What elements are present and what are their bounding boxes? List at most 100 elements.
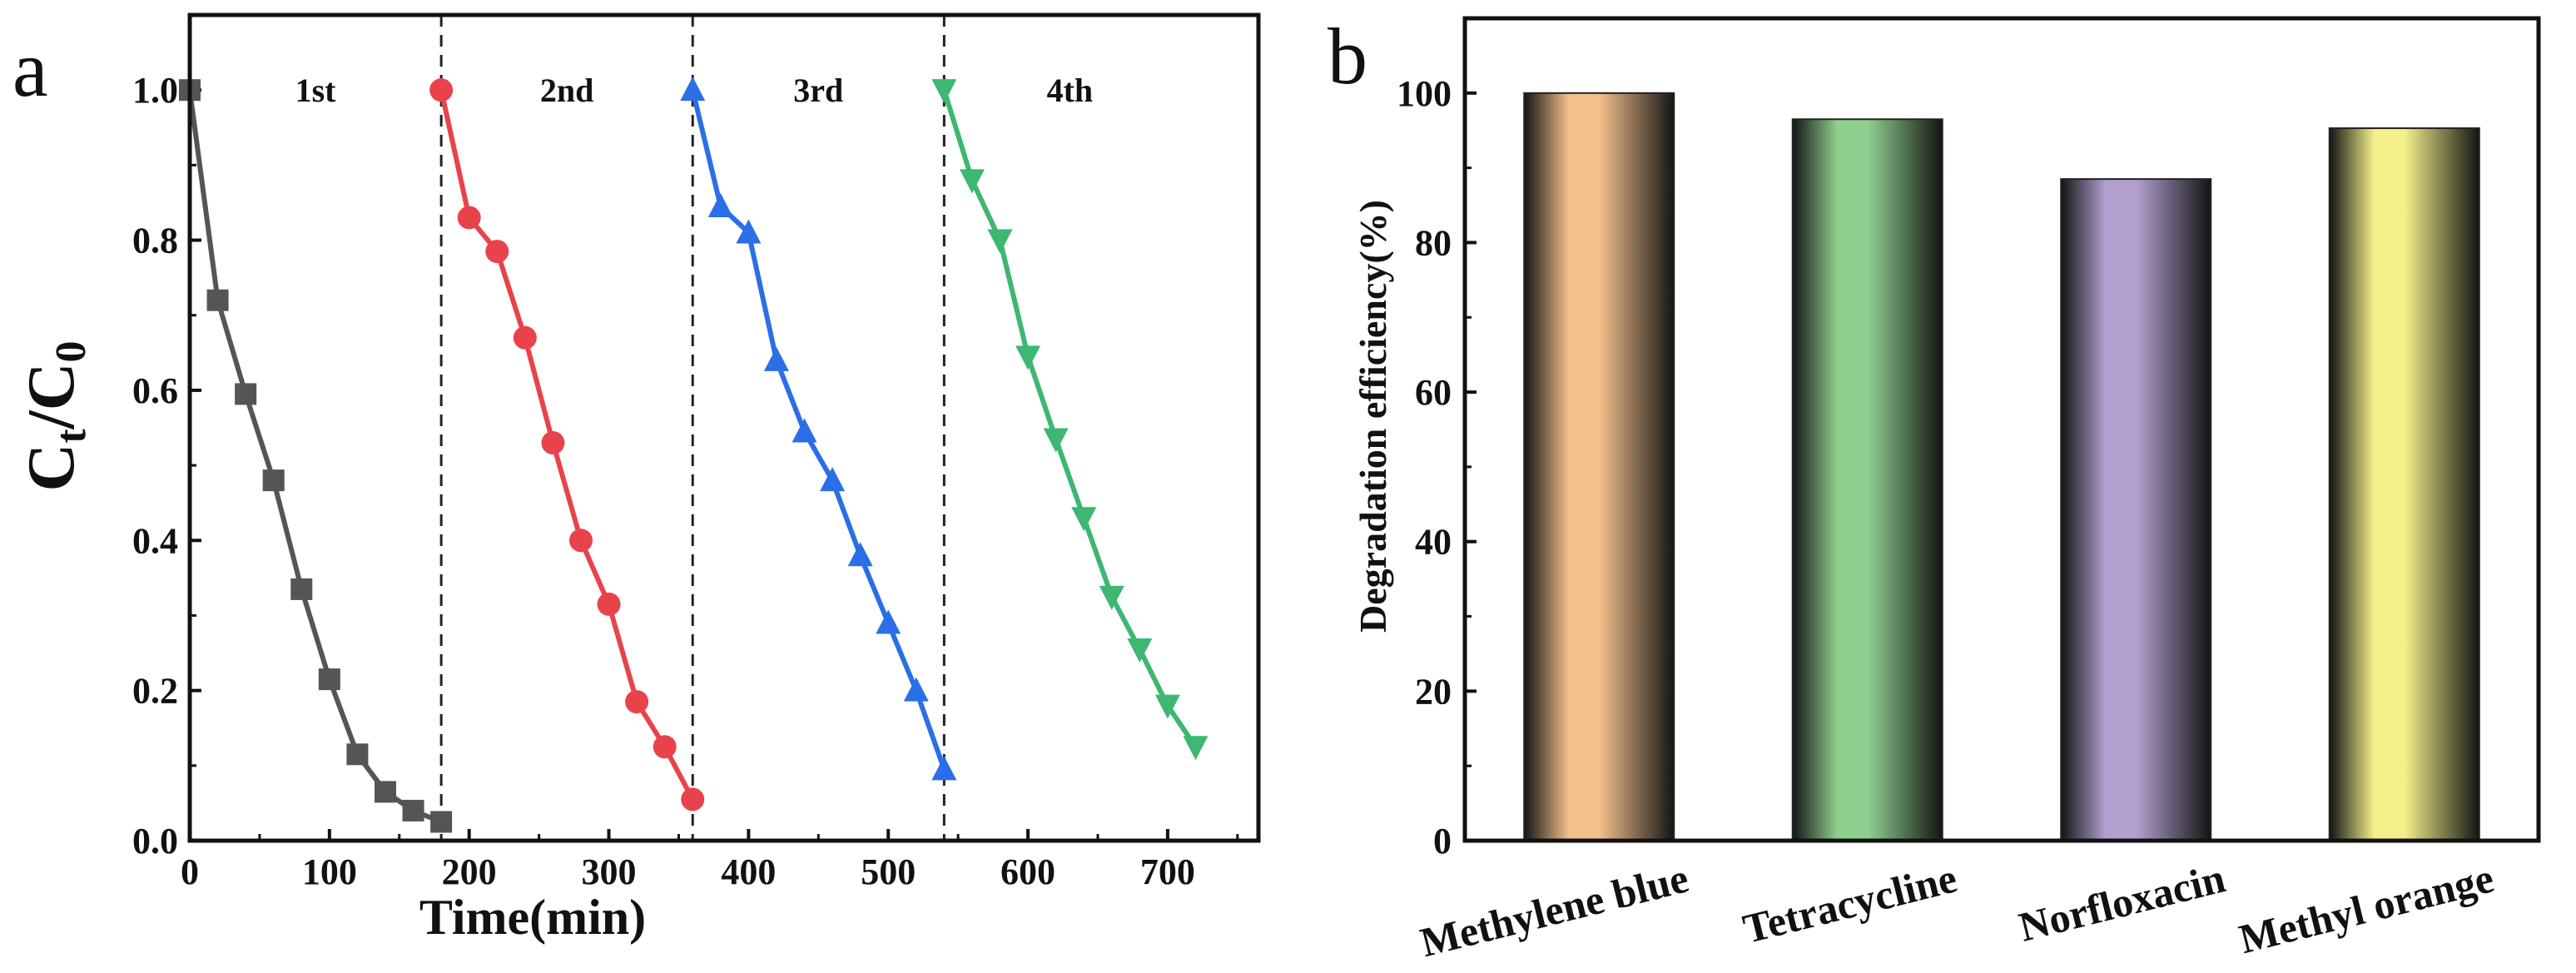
panel-a-series <box>179 77 1209 833</box>
cycle-label: 3rd <box>793 72 843 109</box>
series-4th <box>931 79 1209 761</box>
data-point-square <box>290 578 313 600</box>
cycle-label: 2nd <box>540 72 594 109</box>
bar-tetracycline <box>1791 118 1943 842</box>
series-line-2nd <box>439 89 695 801</box>
y-tick-label: 60 <box>1415 372 1452 413</box>
x-tick-label: 700 <box>1140 851 1195 892</box>
x-tick-label: 300 <box>582 851 637 892</box>
data-point-square <box>318 668 340 691</box>
cycle-label: 4th <box>1047 72 1094 109</box>
series-line-3rd <box>690 89 947 771</box>
y-tick-label: 0.6 <box>132 370 178 411</box>
data-point-triangle-down <box>1183 736 1209 761</box>
series-line-4th <box>941 89 1198 748</box>
data-point-triangle-down <box>987 229 1013 254</box>
data-point-circle <box>653 735 677 759</box>
panel-b-category-labels: Methylene blue Tetracycline Norfloxacin Met… <box>1416 854 2498 966</box>
panel-a-frame <box>187 12 1261 843</box>
data-point-triangle-up <box>680 77 706 102</box>
data-point-triangle-down <box>1099 585 1124 610</box>
category-label: Tetracycline <box>1739 854 1962 952</box>
panel-b-frame <box>1462 16 2541 843</box>
data-point-triangle-down <box>959 169 985 194</box>
x-tick-label: 0 <box>181 851 199 892</box>
panel-b-ticks: 0 20 40 60 80 100 <box>1397 73 1477 861</box>
y-title-c: C <box>15 444 88 492</box>
panel-b-bars <box>1523 92 2480 842</box>
x-tick-label: 500 <box>861 851 916 892</box>
data-point-triangle-up <box>903 677 929 702</box>
data-point-square <box>374 781 396 803</box>
y-tick-label: 0.0 <box>132 821 178 861</box>
data-point-triangle-up <box>792 418 817 443</box>
x-tick-label: 600 <box>1000 851 1055 892</box>
y-tick-label: 0 <box>1433 821 1452 861</box>
data-point-square <box>402 799 424 822</box>
panel-b-bar-chart: b 0 20 40 60 80 100 Methylene blue Tetracyclin… <box>1328 12 2541 966</box>
category-label: Norfloxacin <box>2014 854 2230 951</box>
data-point-triangle-up <box>707 192 733 217</box>
y-tick-label: 80 <box>1415 222 1452 263</box>
data-point-square <box>430 811 453 833</box>
data-point-triangle-down <box>1043 428 1069 453</box>
data-point-triangle-down <box>1154 694 1180 719</box>
category-label: Methylene blue <box>1416 854 1693 966</box>
bar-methyl-orange <box>2328 127 2480 842</box>
y-tick-label: 0.2 <box>132 671 178 712</box>
data-point-triangle-up <box>847 542 873 567</box>
series-1st <box>179 79 453 833</box>
series-3rd <box>680 77 957 781</box>
data-point-triangle-down <box>1127 638 1153 663</box>
y-title-slash-c: /C <box>15 362 88 429</box>
y-tick-label: 0.8 <box>132 221 178 261</box>
panel-a-cycle-labels: 1st 2nd 3rd 4th <box>295 72 1094 109</box>
series-line-1st <box>187 89 443 825</box>
cycle-label: 1st <box>295 72 337 109</box>
data-point-circle <box>597 592 621 616</box>
data-point-circle <box>513 325 537 350</box>
data-point-triangle-down <box>931 79 957 104</box>
data-point-triangle-down <box>1015 345 1041 370</box>
data-point-triangle-up <box>763 346 789 371</box>
data-point-circle <box>429 78 454 102</box>
panel-a-y-axis-title: Ct/C0 <box>15 340 95 491</box>
data-point-triangle-up <box>931 756 957 781</box>
data-point-square <box>346 743 369 766</box>
x-tick-label: 100 <box>302 851 357 892</box>
x-tick-label: 200 <box>442 851 497 892</box>
data-point-square <box>262 469 285 492</box>
data-point-square <box>235 383 257 405</box>
bar-methylene-blue <box>1523 92 1675 842</box>
panel-a-line-chart: a 0 100 200 300 400 500 600 700 0.0 0.2 0.4 0.6 0.8 1… <box>12 12 1261 945</box>
category-label: Methyl orange <box>2235 854 2499 962</box>
series-2nd <box>429 78 705 812</box>
bar-norfloxacin <box>2060 178 2212 842</box>
data-point-circle <box>625 690 649 714</box>
data-point-triangle-up <box>820 467 846 492</box>
y-title-sub-0: 0 <box>47 340 95 362</box>
y-title-sub-t: t <box>47 429 95 444</box>
data-point-circle <box>568 529 593 553</box>
data-point-triangle-up <box>876 609 901 634</box>
data-point-triangle-down <box>1071 507 1097 532</box>
panel-a-letter: a <box>12 24 48 113</box>
y-tick-label: 100 <box>1397 73 1452 114</box>
data-point-circle <box>681 787 705 812</box>
panel-b-letter: b <box>1328 12 1367 101</box>
data-point-circle <box>541 431 565 455</box>
data-point-square <box>206 289 229 311</box>
panel-a-x-axis-title: Time(min) <box>419 890 646 945</box>
data-point-circle <box>457 206 481 230</box>
panel-b-y-axis-title: Degradation efficiency(%) <box>1352 200 1394 633</box>
y-tick-label: 0.4 <box>132 520 178 561</box>
data-point-circle <box>485 240 509 264</box>
panel-a-cycle-dividers <box>439 15 946 841</box>
panel-a-ticks: 0 100 200 300 400 500 600 700 0.0 0.2 0.4 0.6 0.8 1.0 <box>132 13 1239 892</box>
x-tick-label: 400 <box>721 851 776 892</box>
y-tick-label: 40 <box>1415 522 1452 563</box>
y-tick-label: 20 <box>1415 671 1452 712</box>
y-tick-label: 1.0 <box>132 70 178 111</box>
data-point-triangle-up <box>736 219 762 244</box>
